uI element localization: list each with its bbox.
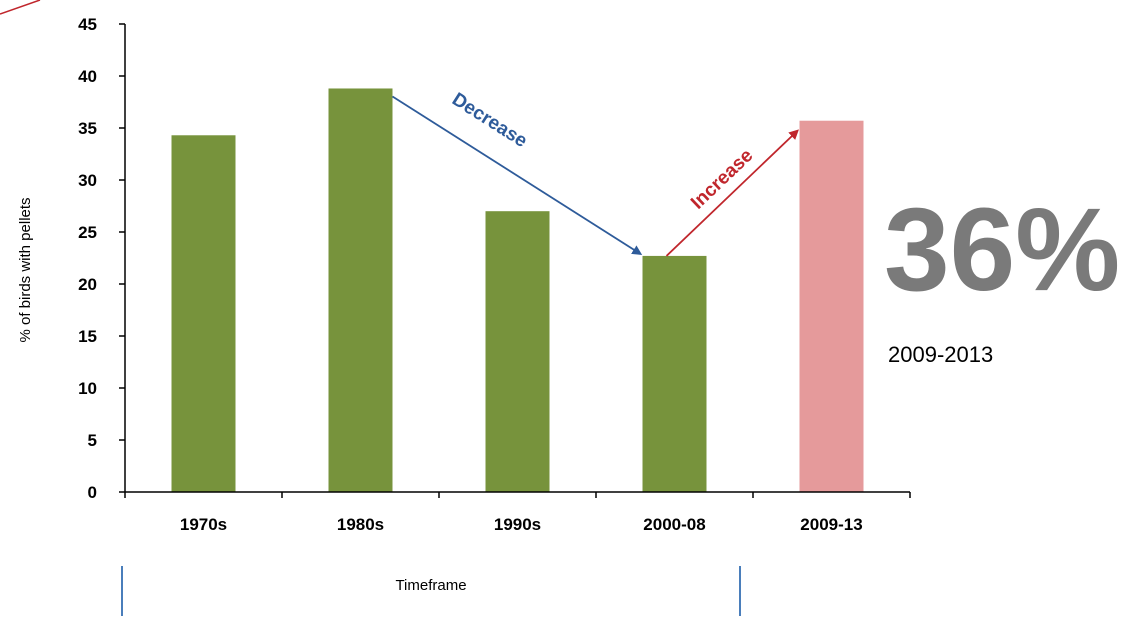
increase-arrow: [665, 129, 799, 257]
y-tick-label: 25: [78, 223, 97, 242]
y-tick-label: 10: [78, 379, 97, 398]
y-tick-label: 5: [88, 431, 97, 450]
y-tick-label: 15: [78, 327, 97, 346]
x-tick-label-1970s: 1970s: [180, 515, 227, 534]
bar-1970s: [171, 135, 236, 492]
y-axis-title: % of birds with pellets: [17, 197, 34, 342]
y-tick-label: 40: [78, 67, 97, 86]
x-tick-label-2000-08: 2000-08: [643, 515, 705, 534]
decrease-label: Decrease: [448, 89, 531, 152]
labels-layer: 0 5 10 15 20 25 30 35 40 45 1970s 1980s 1990s 2000-08…: [78, 15, 863, 534]
y-tick-label: 0: [88, 483, 97, 502]
bar-2000-08: [642, 255, 707, 492]
decrease-arrow: [392, 95, 643, 255]
bar-2009-13: [799, 120, 864, 492]
y-tick-label: 35: [78, 119, 97, 138]
highlight-value: 36%: [884, 184, 1120, 316]
y-tick-label: 20: [78, 275, 97, 294]
bar-1980s: [328, 88, 393, 492]
corner-decoration-line: [0, 0, 41, 15]
x-tick-label-1980s: 1980s: [337, 515, 384, 534]
x-axis-title: Timeframe: [395, 577, 466, 594]
x-tick-label-1990s: 1990s: [494, 515, 541, 534]
x-tick-label-2009-13: 2009-13: [800, 515, 862, 534]
axes-layer: [119, 23, 911, 498]
highlight-period: 2009-2013: [888, 342, 993, 367]
y-tick-label: 45: [78, 15, 97, 34]
bar-1990s: [485, 211, 550, 492]
bars-layer: [171, 88, 864, 492]
y-tick-label: 30: [78, 171, 97, 190]
